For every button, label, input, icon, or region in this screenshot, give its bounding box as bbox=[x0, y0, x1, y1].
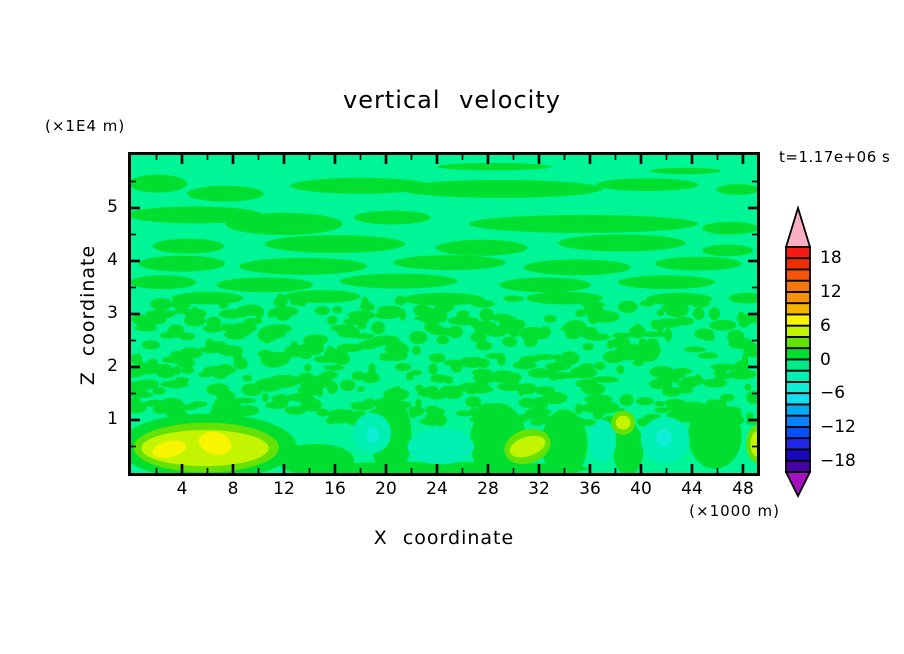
plot-title: vertical velocity bbox=[343, 86, 561, 114]
z-tick-label: 5 bbox=[107, 197, 118, 217]
x-tick-label: 4 bbox=[176, 479, 188, 499]
x-tick-label: 44 bbox=[681, 479, 703, 499]
plot-area bbox=[128, 152, 760, 476]
x-tick-label: 20 bbox=[375, 479, 397, 499]
x-axis-label: X coordinate bbox=[373, 527, 515, 549]
x-tick-label: 36 bbox=[579, 479, 601, 499]
colorbar-tick-label: −6 bbox=[820, 383, 846, 404]
x-tick-label: 48 bbox=[732, 479, 754, 499]
z-tick-label: 3 bbox=[107, 303, 118, 323]
time-label: t=1.17e+06 s bbox=[779, 148, 891, 166]
z-axis-unit-label: (×1E4 m) bbox=[45, 117, 126, 135]
z-tick-label: 4 bbox=[107, 250, 118, 270]
x-tick-label: 12 bbox=[273, 479, 295, 499]
colorbar bbox=[784, 204, 812, 499]
contour-field bbox=[131, 155, 757, 473]
colorbar-tick-label: 18 bbox=[820, 248, 842, 269]
z-tick-label: 1 bbox=[107, 409, 118, 429]
colorbar-tick-label: −12 bbox=[820, 417, 856, 437]
axis-ticks bbox=[131, 155, 757, 473]
colorbar-tick-label: 6 bbox=[820, 315, 831, 336]
x-axis-unit-label: (×1000 m) bbox=[689, 502, 780, 520]
x-tick-label: 32 bbox=[528, 479, 550, 499]
x-tick-label: 40 bbox=[630, 479, 652, 499]
x-tick-label: 28 bbox=[477, 479, 499, 499]
colorbar-tick-label: −18 bbox=[820, 450, 856, 471]
colorbar-tick-label: 0 bbox=[820, 349, 831, 370]
x-tick-label: 24 bbox=[426, 479, 448, 499]
colorbar-tick-label: 12 bbox=[820, 282, 842, 302]
x-tick-label: 8 bbox=[227, 479, 239, 499]
z-tick-label: 2 bbox=[107, 356, 118, 376]
z-axis-label: Z coordinate bbox=[77, 244, 99, 386]
x-tick-label: 16 bbox=[324, 479, 346, 499]
